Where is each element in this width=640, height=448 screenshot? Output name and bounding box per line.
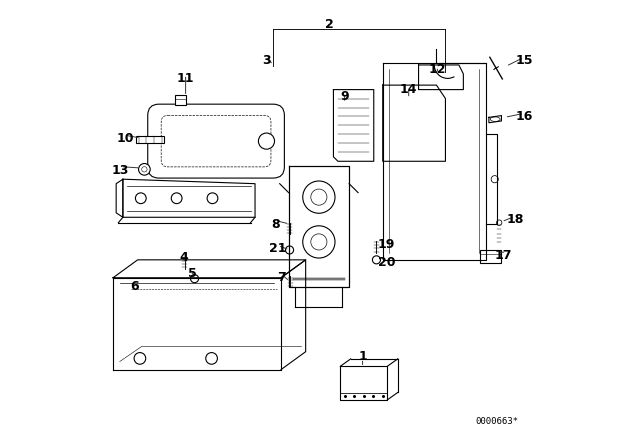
Circle shape [311,189,327,205]
Circle shape [259,133,275,149]
Text: 14: 14 [400,83,417,96]
FancyBboxPatch shape [148,104,284,178]
Text: 18: 18 [506,213,524,226]
Text: 11: 11 [177,72,195,85]
Text: 12: 12 [429,63,446,76]
Bar [175,95,186,105]
Bar [481,250,500,263]
Circle shape [372,256,380,264]
Text: 17: 17 [495,249,513,262]
Text: 4: 4 [179,251,188,264]
Text: 3: 3 [262,54,271,67]
Text: 9: 9 [340,90,349,103]
Text: 7: 7 [278,271,286,284]
Text: 13: 13 [112,164,129,177]
Circle shape [207,193,218,203]
Text: 16: 16 [515,110,532,123]
Circle shape [191,275,198,283]
Ellipse shape [490,117,500,121]
Circle shape [491,176,499,183]
Text: 15: 15 [515,54,532,67]
Text: 19: 19 [378,237,395,251]
Text: 6: 6 [130,280,138,293]
Circle shape [285,246,294,254]
Text: 8: 8 [271,217,280,231]
Circle shape [311,234,327,250]
Text: 1: 1 [358,349,367,363]
Circle shape [134,353,146,364]
Circle shape [497,220,502,225]
Text: 2: 2 [324,18,333,31]
Circle shape [206,353,218,364]
Circle shape [139,164,150,175]
Text: 10: 10 [116,132,134,146]
Text: 20: 20 [378,255,395,269]
Circle shape [172,193,182,203]
Text: 21: 21 [269,242,287,255]
Circle shape [136,193,146,203]
Circle shape [141,167,147,172]
Circle shape [303,226,335,258]
Bar [136,136,164,143]
Text: 5: 5 [188,267,196,280]
Text: 0000663*: 0000663* [476,417,518,426]
Circle shape [303,181,335,213]
